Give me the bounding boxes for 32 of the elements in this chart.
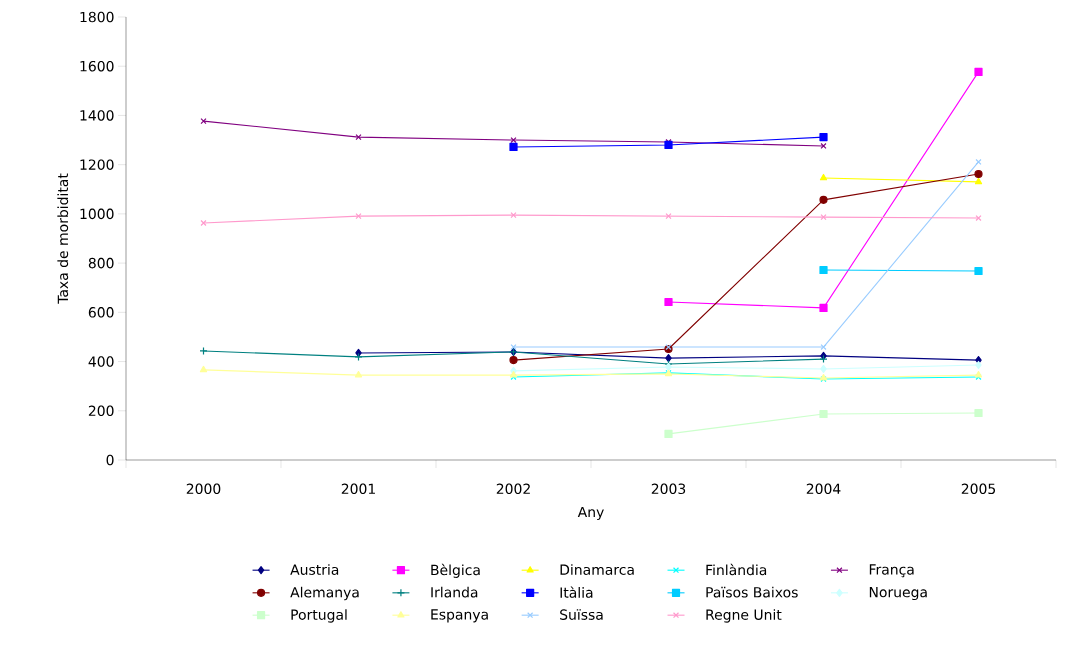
legend-label: Portugal bbox=[291, 609, 347, 623]
legend-label: França bbox=[869, 564, 914, 578]
x-axis-title: Any bbox=[577, 506, 604, 520]
x-tick-label: 2005 bbox=[961, 483, 996, 495]
y-tick-label: 0 bbox=[106, 454, 114, 466]
x-tick-label: 2003 bbox=[651, 483, 686, 495]
legend-label: Austria bbox=[290, 564, 339, 575]
legend-label: Bèlgica bbox=[431, 563, 480, 578]
legend-label: Suïssa bbox=[560, 609, 603, 620]
x-tick-label: 2002 bbox=[496, 483, 530, 495]
x-tick-label: 2000 bbox=[186, 483, 221, 495]
y-tick-label: 1800 bbox=[80, 11, 114, 23]
legend-label: Alemanya bbox=[290, 586, 359, 601]
x-tick-label: 2001 bbox=[341, 483, 375, 495]
legend-label: Finlàndia bbox=[706, 563, 767, 576]
y-tick-label: 600 bbox=[88, 307, 114, 318]
legend-label: Noruega bbox=[869, 586, 927, 601]
y-tick-label: 1200 bbox=[80, 159, 114, 170]
legend-label: Regne Unit bbox=[706, 609, 782, 623]
legend-label: Dinamarca bbox=[560, 564, 634, 575]
y-tick-label: 1600 bbox=[80, 60, 114, 72]
y-tick-label: 1000 bbox=[80, 208, 114, 220]
y-tick-label: 800 bbox=[88, 257, 114, 269]
legend-label: Irlanda bbox=[431, 586, 478, 598]
y-tick-label: 200 bbox=[88, 405, 114, 417]
legend-label: Itàlia bbox=[560, 586, 593, 598]
legend-label: Espanya bbox=[431, 609, 488, 623]
y-axis-title: Taxa de morbiditat bbox=[57, 173, 69, 304]
legend-label: Països Baixos bbox=[706, 586, 798, 598]
y-tick-label: 400 bbox=[88, 356, 114, 367]
y-tick-label: 1400 bbox=[80, 110, 114, 121]
x-tick-label: 2004 bbox=[806, 483, 841, 495]
